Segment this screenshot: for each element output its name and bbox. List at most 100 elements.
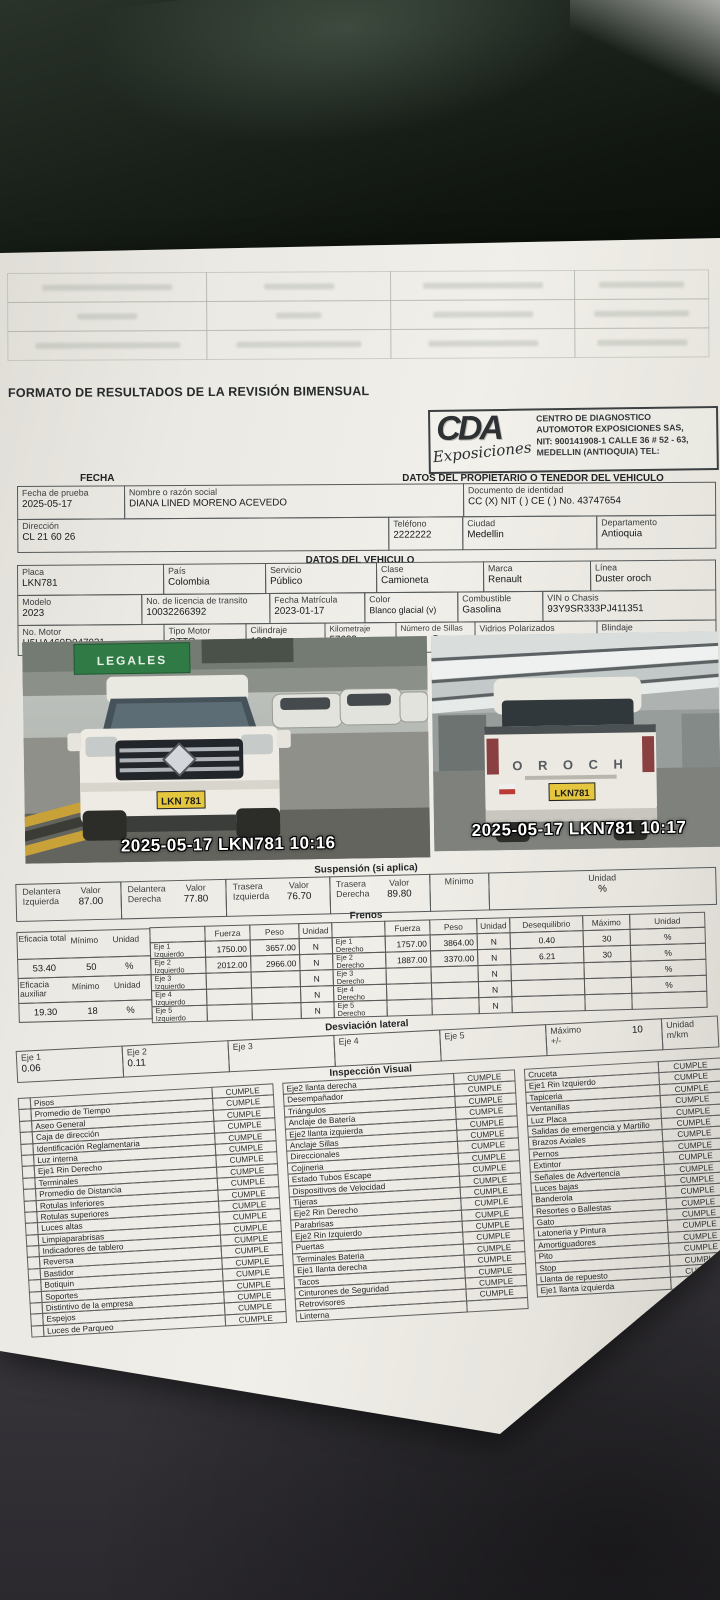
field-fecha-prueba: Fecha de prueba 2025-05-17 bbox=[16, 485, 126, 521]
field-value: CL 21 60 26 bbox=[22, 531, 76, 544]
valor-label: Valor bbox=[288, 879, 309, 891]
inspection-columns: Pisos CUMPLE Promedio de Tiempo CUMPLE A bbox=[17, 1057, 720, 1338]
photo-vehicle-rear: O R O C H LKN781 bbox=[430, 631, 720, 852]
owner-row-2: Dirección CL 21 60 26 Teléfono 2222222 C… bbox=[17, 514, 717, 554]
green-banner bbox=[73, 642, 191, 675]
field-label: Fecha Matrícula bbox=[274, 594, 338, 605]
white-pickup-rear: O R O C H LKN781 bbox=[484, 676, 658, 843]
field-value: Antioquia bbox=[601, 528, 643, 540]
left-unidad-value: N bbox=[300, 1001, 335, 1020]
position-line-2: Derecha bbox=[127, 893, 162, 905]
field-departamento: Departamento Antioquia bbox=[596, 514, 717, 550]
field-label: Documento de identidad bbox=[467, 484, 564, 496]
minimo-value: 18 bbox=[87, 1005, 98, 1017]
field-combustible: Combustible Gasolina bbox=[457, 590, 544, 623]
field-value: 93Y9SR333PJ411351 bbox=[547, 603, 644, 615]
position-line-2: Izquierda bbox=[232, 890, 270, 902]
suspension-value-cell: Valor 89.80 bbox=[369, 875, 430, 912]
position-line-2: Derecha bbox=[336, 888, 370, 900]
unidad-label: Unidad m/km bbox=[665, 1018, 695, 1041]
bleed-cell bbox=[205, 270, 392, 302]
owner-table: Fecha de prueba 2025-05-17 Nombre o razó… bbox=[16, 481, 717, 554]
field-fecha-matricula: Fecha Matrícula 2023-01-17 bbox=[269, 592, 366, 625]
field-label: Color bbox=[369, 594, 391, 605]
field-label: No. de licencia de transito bbox=[146, 595, 248, 606]
suspension-position: Delantera Izquierda bbox=[16, 884, 61, 921]
field-value: 2023-01-17 bbox=[274, 605, 325, 618]
suspension-value: 87.00 bbox=[78, 895, 104, 908]
valor-label: Valor bbox=[185, 882, 206, 893]
right-fuerza-value bbox=[386, 998, 433, 1017]
right-unidad-value: N bbox=[478, 996, 513, 1015]
axle-label: Eje 4 bbox=[338, 1035, 359, 1047]
renault-diamond-logo bbox=[162, 742, 197, 777]
bleed-cell bbox=[7, 300, 208, 333]
vehicle-photos: LEGALES bbox=[22, 631, 720, 870]
inspection-group-left: Pisos CUMPLE Promedio de Tiempo CUMPLE A bbox=[17, 1083, 288, 1338]
owner-section-title: DATOS DEL PROPIETARIO O TENEDOR DEL VEHI… bbox=[402, 473, 664, 484]
minimo-label: Mínimo bbox=[71, 980, 100, 992]
axle-label: Eje 5 bbox=[444, 1030, 465, 1042]
field-placa: Placa LKN781 bbox=[16, 563, 165, 597]
eficacia-total-value: 53.40 bbox=[32, 962, 57, 974]
eficacia-total-label: Eficacia total bbox=[18, 932, 67, 944]
field-label: Marca bbox=[487, 563, 513, 574]
field-label: Placa bbox=[22, 566, 45, 577]
eficacia-aux-value: 19.30 bbox=[33, 1006, 58, 1018]
cda-logo: CDA Exposiciones bbox=[430, 409, 535, 472]
field-vin: VIN o Chasis 93Y9SR333PJ411351 bbox=[542, 589, 717, 622]
rear-license-plate bbox=[548, 782, 596, 802]
bleed-cell bbox=[574, 327, 710, 359]
inspection-item-result: CUMPLE bbox=[670, 1273, 720, 1290]
inspection-item-result: CUMPLE bbox=[224, 1310, 288, 1327]
field-label: Servicio bbox=[270, 564, 302, 576]
field-telefono: Teléfono 2222222 bbox=[388, 516, 464, 551]
field-value: Gasolina bbox=[462, 604, 502, 616]
right-peso-value bbox=[431, 997, 480, 1016]
bleed-cell bbox=[7, 329, 208, 362]
field-documento: Documento de identidad CC (X) NIT ( ) CE… bbox=[462, 481, 717, 518]
field-color: Color Blanco glacial (v) bbox=[364, 591, 459, 624]
bleed-row bbox=[7, 327, 712, 362]
field-pais: País Colombia bbox=[162, 563, 267, 595]
valor-label: Valor bbox=[389, 877, 410, 888]
suspension-position: Trasera Izquierda bbox=[227, 879, 270, 916]
field-label: Nombre o razón social bbox=[129, 486, 218, 498]
deviation-axle-cell: Eje 3 bbox=[227, 1034, 336, 1073]
bleed-cell bbox=[206, 299, 392, 331]
minimo-value: 50 bbox=[86, 961, 97, 973]
suspension-minimo-cell: Mínimo bbox=[428, 872, 490, 912]
field-value: Público bbox=[270, 575, 303, 588]
field-label: Ciudad bbox=[467, 518, 496, 529]
document-title: FORMATO DE RESULTADOS DE LA REVISIÓN BIM… bbox=[8, 384, 370, 400]
minimo-label: Mínimo bbox=[70, 934, 99, 946]
field-label: Fecha de prueba bbox=[22, 487, 89, 498]
front-plate-text: LKN 781 bbox=[161, 796, 202, 808]
field-label: No. Motor bbox=[22, 626, 62, 637]
field-linea: Línea Duster oroch bbox=[589, 559, 717, 592]
car-interior-background-top bbox=[0, 0, 720, 290]
bleed-cell bbox=[389, 270, 576, 301]
deviation-axle-cell: Eje 1 0.06 bbox=[15, 1045, 125, 1083]
unidad-value: % bbox=[126, 1004, 135, 1015]
axle-left-label: Eje 5 Izquierdo bbox=[151, 1004, 208, 1024]
light-corner bbox=[570, 0, 720, 110]
position-line-2: Izquierda bbox=[22, 896, 60, 907]
tailgate-oroch-text: O R O C H bbox=[512, 756, 629, 773]
field-licencia: No. de licencia de transito 10032266392 bbox=[141, 593, 271, 626]
minimo-label: Mínimo bbox=[444, 875, 474, 887]
suspension-position: Trasera Derecha bbox=[330, 876, 370, 913]
field-value: LKN781 bbox=[22, 577, 58, 590]
efficiency-column: Eficacia total Mínimo Unidad 53.40 50 % … bbox=[16, 928, 153, 1027]
field-servicio: Servicio Público bbox=[264, 562, 378, 595]
front-license-plate bbox=[156, 790, 206, 810]
suspension-block: Delantera Izquierda Valor 87.00 bbox=[15, 881, 123, 923]
unidad-label: Unidad bbox=[112, 933, 140, 945]
field-label: Clase bbox=[380, 563, 404, 575]
unidad-label: Unidad bbox=[113, 979, 141, 991]
owner-row-1: Fecha de prueba 2025-05-17 Nombre o razó… bbox=[16, 481, 717, 521]
field-label: Combustible bbox=[462, 593, 512, 604]
field-label: Tipo Motor bbox=[168, 625, 211, 636]
bleed-cell bbox=[574, 298, 710, 330]
field-label: VIN o Chasis bbox=[547, 592, 599, 603]
